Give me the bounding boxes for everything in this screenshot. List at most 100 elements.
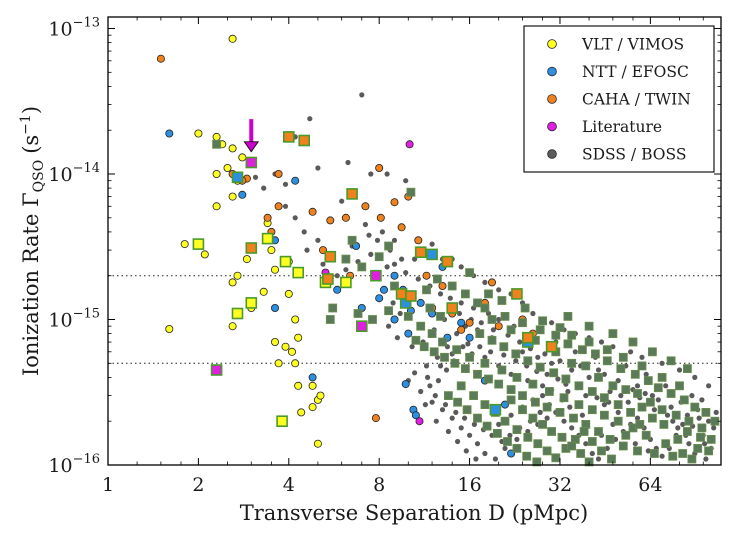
square-sdss-boss-167: [561, 374, 571, 384]
point-sdss-boss-10: [339, 198, 345, 204]
square-sdss-boss-156: [547, 427, 556, 436]
point-vlt-vimos-7: [212, 169, 221, 178]
square-sdss-boss-64: [616, 364, 626, 374]
point-sdss-boss-76: [525, 428, 531, 435]
point-sdss-boss-173: [455, 438, 461, 445]
point-sdss-boss-90: [634, 415, 641, 421]
point-vlt-vimos-36: [297, 408, 306, 417]
legend-label-ntt-efosc: NTT / EFOSC: [582, 63, 689, 81]
point-sdss-boss-216: [477, 344, 483, 350]
square-literature-1: [370, 269, 382, 282]
point-vlt-vimos-25: [291, 315, 300, 324]
square-sdss-boss-154: [528, 413, 538, 423]
point-sdss-boss-71: [474, 441, 481, 447]
point-sdss-boss-163: [482, 354, 488, 360]
square-sdss-boss-42: [416, 321, 426, 331]
point-sdss-boss-210: [442, 402, 449, 408]
point-sdss-boss-37: [628, 349, 634, 355]
square-sdss-boss-135: [683, 364, 692, 374]
square-sdss-boss-60: [563, 339, 573, 349]
square-sdss-boss-111: [597, 446, 606, 456]
square-sdss-boss-28: [613, 416, 623, 426]
point-sdss-boss-35: [598, 339, 605, 345]
square-sdss-boss-158: [567, 441, 577, 451]
square-caha-twin-1: [298, 134, 311, 147]
point-sdss-boss-123: [374, 237, 381, 243]
square-sdss-boss-148: [503, 437, 512, 446]
point-caha-twin-4: [263, 213, 272, 222]
point-sdss-boss-62: [423, 363, 430, 369]
square-sdss-boss-93: [440, 352, 449, 362]
point-vlt-vimos-1: [194, 129, 203, 138]
square-sdss-boss-63: [602, 356, 612, 366]
square-sdss-boss-94: [429, 347, 439, 357]
point-vlt-vimos-26: [294, 333, 303, 342]
square-vlt-vimos-1: [245, 297, 258, 309]
square-vlt-vimos-2: [231, 307, 244, 320]
point-sdss-boss-184: [625, 399, 631, 405]
point-sdss-boss-4: [282, 181, 289, 187]
square-sdss-boss-171: [511, 349, 521, 359]
square-sdss-boss-4: [390, 281, 399, 291]
square-sdss-boss-48: [341, 254, 351, 264]
point-ntt-efosc-27: [390, 271, 399, 280]
point-sdss-boss-117: [437, 291, 444, 297]
y-tick-base-3: 10: [48, 19, 72, 41]
square-sdss-boss-110: [587, 437, 597, 446]
square-sdss-boss-5: [422, 285, 431, 295]
point-vlt-vimos-24: [284, 289, 293, 298]
point-ntt-efosc-6: [333, 285, 342, 294]
square-sdss-boss-20: [684, 416, 694, 426]
square-sdss-boss-47: [325, 315, 335, 324]
square-sdss-boss-16: [633, 389, 642, 398]
square-sdss-boss-89: [484, 374, 493, 384]
square-sdss-boss-116: [659, 419, 669, 429]
point-sdss-boss-1: [359, 92, 365, 98]
point-caha-twin-24: [465, 318, 474, 327]
point-sdss-boss-238: [702, 441, 708, 447]
square-sdss-boss-128: [538, 316, 547, 326]
square-sdss-boss-101: [500, 416, 510, 426]
square-sdss-boss-152: [506, 395, 516, 405]
point-sdss-boss-20: [429, 241, 435, 247]
point-vlt-vimos-14: [233, 271, 242, 280]
point-sdss-boss-158: [565, 388, 571, 395]
point-sdss-boss-222: [544, 371, 550, 377]
point-caha-twin-13: [376, 213, 385, 222]
square-sdss-boss-73: [704, 446, 713, 456]
square-sdss-boss-153: [518, 405, 527, 415]
y-tick-exp-2: −14: [73, 161, 100, 176]
point-caha-twin-7: [274, 169, 283, 178]
square-sdss-boss-129: [563, 311, 573, 321]
point-vlt-vimos-28: [287, 347, 296, 356]
point-caha-twin-6: [274, 202, 283, 211]
square-sdss-boss-32: [559, 393, 569, 403]
point-caha-twin-16: [397, 223, 406, 232]
point-sdss-boss-66: [429, 399, 435, 405]
point-sdss-boss-41: [692, 374, 698, 380]
point-literature-2: [415, 417, 424, 426]
square-sdss-boss-46: [353, 309, 363, 318]
square-sdss-boss-159: [576, 449, 586, 458]
legend-label-caha-twin: CAHA / TWIN: [582, 91, 691, 109]
square-sdss-boss-77: [633, 446, 642, 456]
square-sdss-boss-137: [425, 303, 435, 313]
point-ntt-efosc-1: [238, 190, 247, 199]
legend-label-sdss-boss: SDSS / BOSS: [582, 146, 686, 164]
square-sdss-boss-54: [460, 289, 470, 299]
point-caha-twin-11: [341, 213, 350, 222]
point-sdss-boss-138: [397, 310, 403, 317]
point-sdss-boss-234: [675, 425, 681, 431]
square-sdss-boss-19: [671, 410, 681, 420]
x-tick-labels: 1 2 4 8 16 32 64: [102, 474, 663, 496]
y-tick-exp-3: −13: [73, 16, 100, 31]
point-vlt-vimos-4: [228, 144, 237, 153]
point-sdss-boss-65: [418, 388, 424, 395]
point-vlt-vimos-17: [270, 265, 279, 274]
point-sdss-boss-209: [453, 409, 459, 415]
point-caha-twin-27: [494, 322, 503, 331]
square-sdss-boss-113: [621, 430, 631, 440]
y-axis-label-sub: QSO: [31, 160, 47, 193]
point-sdss-boss-23: [458, 264, 464, 270]
square-sdss-boss-97: [456, 381, 466, 391]
